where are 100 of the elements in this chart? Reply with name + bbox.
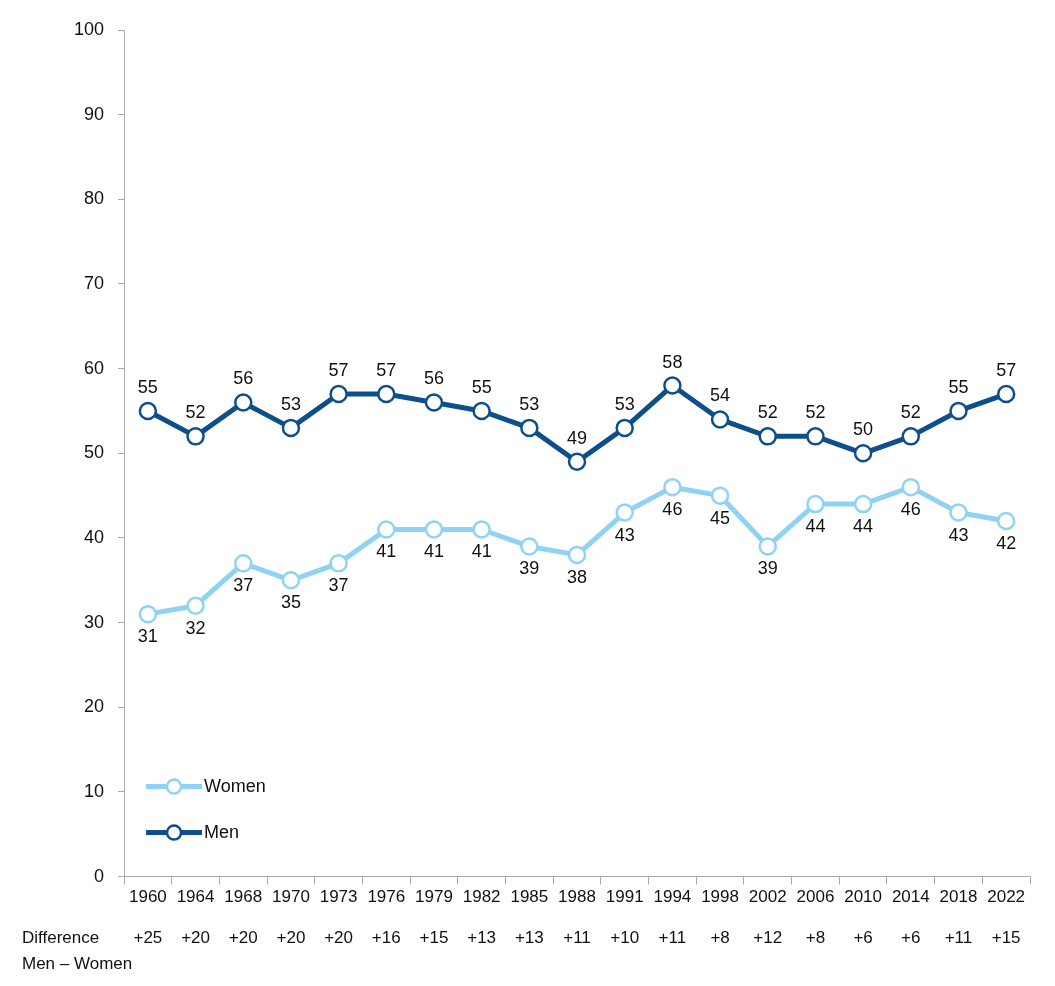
legend-label: Men <box>204 821 240 842</box>
data-label: 53 <box>614 393 635 414</box>
x-tick-label: 1968 <box>224 887 263 907</box>
text: +20 <box>228 928 258 948</box>
data-label: 35 <box>280 592 301 613</box>
point <box>472 401 491 421</box>
y-tick-label: 10 <box>84 780 105 801</box>
text: +20 <box>181 928 210 948</box>
text: +13 <box>467 928 497 948</box>
point <box>663 477 682 497</box>
x-tick-label: 1982 <box>462 887 501 907</box>
text: +11 <box>658 928 687 948</box>
data-label: 44 <box>805 516 826 537</box>
y-tick-label: 0 <box>94 865 105 886</box>
point <box>949 401 968 421</box>
point <box>138 401 158 421</box>
data-label: 43 <box>614 524 635 545</box>
x-tick-label: 1979 <box>415 887 453 907</box>
x-tick-label: 1960 <box>128 887 167 907</box>
x-tick-label: 2018 <box>939 887 978 907</box>
text: +8 <box>710 928 730 948</box>
point <box>996 384 1016 404</box>
point <box>949 503 968 522</box>
y-tick-label: 90 <box>84 103 105 124</box>
x-tick-label: 1976 <box>367 887 406 907</box>
data-label: 45 <box>710 507 731 528</box>
data-label: 44 <box>853 516 874 537</box>
data-label: 57 <box>376 360 397 381</box>
data-label: 55 <box>137 376 158 397</box>
point <box>281 418 301 438</box>
y-tick-label: 80 <box>84 188 105 209</box>
data-label: 55 <box>948 376 969 397</box>
point <box>520 537 539 556</box>
text: +13 <box>514 928 544 948</box>
data-label: 43 <box>948 524 969 545</box>
point <box>329 384 348 404</box>
y-tick-label: 70 <box>84 272 105 293</box>
x-tick-label: 2022 <box>987 887 1026 907</box>
text: +11 <box>563 928 591 948</box>
point <box>329 554 348 573</box>
text: +20 <box>324 928 354 948</box>
data-label: 53 <box>519 393 540 414</box>
data-label: 37 <box>328 575 349 596</box>
y-tick-label: 30 <box>84 611 105 632</box>
point <box>806 494 825 514</box>
data-label: 37 <box>233 575 254 596</box>
x-tick-label: 1991 <box>605 887 644 907</box>
x-tick-label: 1970 <box>272 887 310 907</box>
data-label: 39 <box>757 558 778 579</box>
x-tick-label: 2010 <box>844 887 883 907</box>
x-tick-label: 1988 <box>558 887 596 907</box>
text: +6 <box>901 928 921 948</box>
point <box>567 452 587 472</box>
point <box>901 427 921 446</box>
y-tick-label: 20 <box>84 696 105 717</box>
point <box>186 596 205 615</box>
point <box>663 376 682 395</box>
data-label: 41 <box>471 541 492 562</box>
y-tick-label: 40 <box>84 526 105 547</box>
text: +15 <box>991 928 1021 948</box>
data-label: 52 <box>757 402 778 423</box>
x-tick-label: 1994 <box>653 887 692 907</box>
data-label: 56 <box>423 368 444 389</box>
point <box>615 503 634 522</box>
data-label: 46 <box>900 499 921 520</box>
data-label: 52 <box>900 402 921 423</box>
data-label: 54 <box>710 385 731 406</box>
y-tick-label: 100 <box>73 18 105 39</box>
data-label: 32 <box>185 617 206 638</box>
point <box>138 604 158 624</box>
text: +10 <box>610 928 640 948</box>
point <box>853 444 873 463</box>
x-tick-label: 2002 <box>748 887 787 907</box>
text: +25 <box>133 928 163 948</box>
data-label: 42 <box>996 533 1017 553</box>
point <box>281 571 301 590</box>
data-label: 52 <box>185 402 206 423</box>
point <box>567 545 587 565</box>
x-tick-label: 1985 <box>510 887 549 907</box>
point <box>758 537 777 556</box>
data-label: 41 <box>376 541 397 562</box>
x-tick-label: 1964 <box>176 887 215 907</box>
data-label: 57 <box>996 360 1017 381</box>
point <box>520 418 539 438</box>
point <box>424 393 444 412</box>
x-tick-label: 1998 <box>701 887 739 907</box>
y-tick-label: 60 <box>84 357 105 378</box>
point <box>710 486 730 505</box>
point <box>901 477 921 497</box>
text: +6 <box>853 928 873 948</box>
data-label: 39 <box>519 558 540 579</box>
point <box>615 418 634 438</box>
data-label: 55 <box>471 376 492 397</box>
point <box>424 520 444 539</box>
data-label: 56 <box>233 368 254 389</box>
x-tick-label: 2006 <box>796 887 835 907</box>
data-label: 57 <box>328 360 349 381</box>
x-tick-label: 2014 <box>891 887 930 907</box>
text: +15 <box>419 928 449 948</box>
data-label: 46 <box>662 499 683 520</box>
